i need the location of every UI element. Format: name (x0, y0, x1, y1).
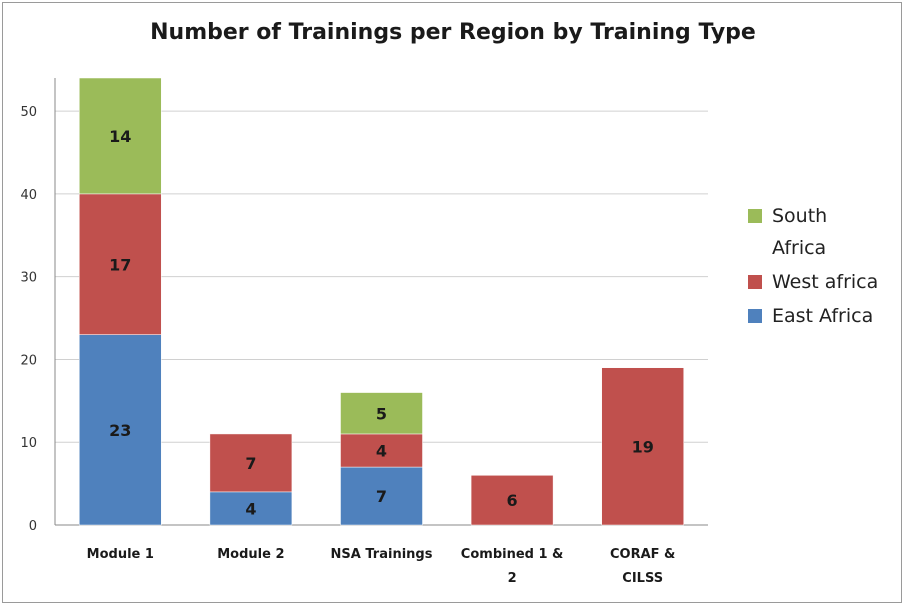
bar-segment (340, 433, 423, 468)
legend-swatch (748, 275, 762, 289)
data-label: 7 (376, 487, 387, 506)
y-tick-label: 10 (20, 436, 37, 451)
x-tick-label: 2 (508, 571, 517, 586)
x-tick-label: CORAF & (610, 547, 675, 562)
chart-title: Number of Trainings per Region by Traini… (150, 20, 756, 45)
bar-segment (601, 367, 684, 526)
data-label: 4 (376, 442, 387, 461)
y-tick-label: 30 (20, 271, 37, 286)
chart-legend: South Africa West africa East Africa (748, 200, 898, 332)
x-tick-label: Module 1 (87, 547, 154, 562)
data-label: 17 (109, 255, 131, 274)
x-tick-label: Module 2 (217, 547, 284, 562)
bar-segment (340, 392, 423, 435)
y-tick-label: 50 (20, 105, 37, 120)
data-label: 5 (376, 404, 387, 423)
data-label: 14 (109, 127, 131, 146)
legend-label: West africa (772, 271, 879, 293)
legend-item: West africa (748, 266, 898, 298)
y-tick-label: 0 (29, 519, 37, 534)
legend-item: East Africa (748, 300, 898, 332)
x-tick-label: NSA Trainings (331, 547, 433, 562)
bar-segment (79, 334, 162, 526)
data-label: 23 (109, 421, 131, 440)
bar-segment (209, 433, 293, 493)
data-label: 7 (245, 454, 256, 473)
bar-segment (79, 77, 162, 195)
bar-segment (340, 466, 423, 526)
legend-label: Africa (772, 237, 827, 259)
legend-label: South (772, 205, 828, 227)
y-tick-label: 20 (20, 353, 37, 368)
y-tick-label: 40 (20, 188, 37, 203)
bar-segment (470, 475, 554, 526)
legend-swatch (748, 209, 762, 223)
x-tick-label: CILSS (622, 571, 663, 586)
data-label: 4 (245, 499, 256, 518)
x-tick-label: Combined 1 & (461, 547, 564, 562)
legend-label: East Africa (772, 305, 874, 327)
bar-segment (79, 193, 162, 335)
legend-item: South Africa (748, 200, 898, 264)
legend-swatch (748, 309, 762, 323)
data-label: 6 (507, 491, 518, 510)
bar-segment (209, 491, 293, 526)
data-label: 19 (632, 437, 654, 456)
